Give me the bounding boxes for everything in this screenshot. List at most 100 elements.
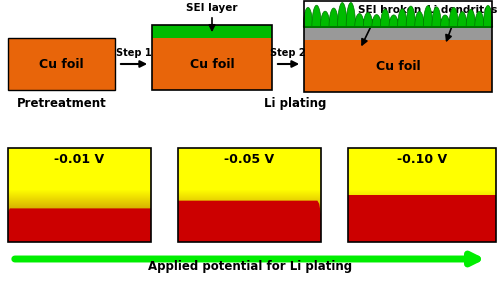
Polygon shape (484, 5, 492, 27)
Bar (8, 191, 151, 192)
Bar (152, 38, 272, 90)
Bar (8, 210, 151, 211)
Polygon shape (414, 11, 424, 27)
Bar (178, 198, 321, 199)
Text: SEI broken: SEI broken (358, 5, 422, 15)
Bar (348, 196, 496, 197)
Bar (304, 19, 492, 27)
Bar (304, 27, 492, 40)
Bar (8, 204, 151, 205)
Bar (8, 205, 151, 206)
Bar (8, 197, 151, 198)
Polygon shape (364, 12, 372, 27)
Text: -0.01 V: -0.01 V (54, 153, 104, 166)
Bar (8, 193, 151, 194)
Text: Cu foil: Cu foil (190, 57, 234, 70)
Bar (348, 192, 496, 193)
Polygon shape (398, 9, 407, 27)
Polygon shape (432, 7, 442, 27)
Polygon shape (338, 3, 347, 27)
Bar (348, 205, 496, 206)
Bar (178, 205, 321, 206)
Bar (348, 215, 496, 216)
Bar (178, 148, 321, 242)
Polygon shape (8, 208, 151, 242)
Text: -0.10 V: -0.10 V (397, 153, 447, 166)
Bar (8, 200, 151, 201)
Bar (8, 206, 151, 207)
Bar (8, 196, 151, 197)
Polygon shape (329, 8, 338, 27)
Polygon shape (348, 196, 496, 242)
Bar (348, 213, 496, 214)
Bar (178, 216, 321, 242)
Polygon shape (458, 12, 467, 27)
Bar (348, 206, 496, 207)
Bar (178, 215, 321, 216)
Bar (348, 191, 496, 192)
Bar (348, 193, 496, 194)
Bar (178, 211, 321, 212)
Bar (8, 215, 151, 216)
Bar (178, 214, 321, 215)
Bar (348, 209, 496, 210)
Bar (8, 207, 151, 208)
Bar (348, 194, 496, 195)
Bar (348, 204, 496, 205)
Bar (8, 202, 151, 203)
Bar (348, 203, 496, 204)
Polygon shape (304, 7, 312, 27)
Bar (348, 212, 496, 213)
Bar (178, 193, 321, 194)
Bar (178, 209, 321, 210)
Bar (348, 148, 496, 242)
Bar (8, 216, 151, 242)
Polygon shape (389, 15, 398, 27)
Bar (304, 1, 492, 92)
Text: SEI layer: SEI layer (186, 3, 238, 13)
Bar (8, 211, 151, 212)
Text: Li plating: Li plating (264, 97, 326, 110)
Bar (178, 195, 321, 196)
Polygon shape (312, 5, 322, 27)
Bar (178, 212, 321, 213)
Bar (178, 206, 321, 207)
Polygon shape (474, 11, 484, 27)
Polygon shape (449, 7, 458, 27)
Bar (348, 202, 496, 203)
Bar (178, 148, 321, 242)
Bar (348, 210, 496, 211)
Bar (348, 195, 496, 196)
Text: Step 1: Step 1 (116, 48, 152, 58)
Bar (348, 200, 496, 201)
Bar (8, 190, 151, 191)
Bar (8, 209, 151, 210)
Bar (8, 199, 151, 200)
Bar (8, 203, 151, 204)
Bar (8, 213, 151, 214)
Bar (178, 194, 321, 195)
Polygon shape (440, 15, 450, 27)
Polygon shape (178, 201, 321, 242)
Bar (348, 211, 496, 212)
Bar (178, 192, 321, 193)
Bar (178, 199, 321, 200)
Bar (8, 212, 151, 213)
Bar (178, 203, 321, 204)
Bar (178, 207, 321, 208)
Polygon shape (406, 6, 415, 27)
Bar (178, 200, 321, 201)
Bar (8, 195, 151, 196)
Bar (178, 191, 321, 192)
Bar (8, 194, 151, 195)
Bar (348, 198, 496, 199)
Bar (8, 148, 151, 242)
Bar (8, 198, 151, 199)
Text: Cu foil: Cu foil (39, 57, 84, 70)
Bar (348, 201, 496, 202)
Bar (348, 197, 496, 198)
Text: Applied potential for Li plating: Applied potential for Li plating (148, 260, 352, 273)
Text: Pretreatment: Pretreatment (17, 97, 107, 110)
Bar (178, 208, 321, 209)
Polygon shape (372, 15, 382, 27)
